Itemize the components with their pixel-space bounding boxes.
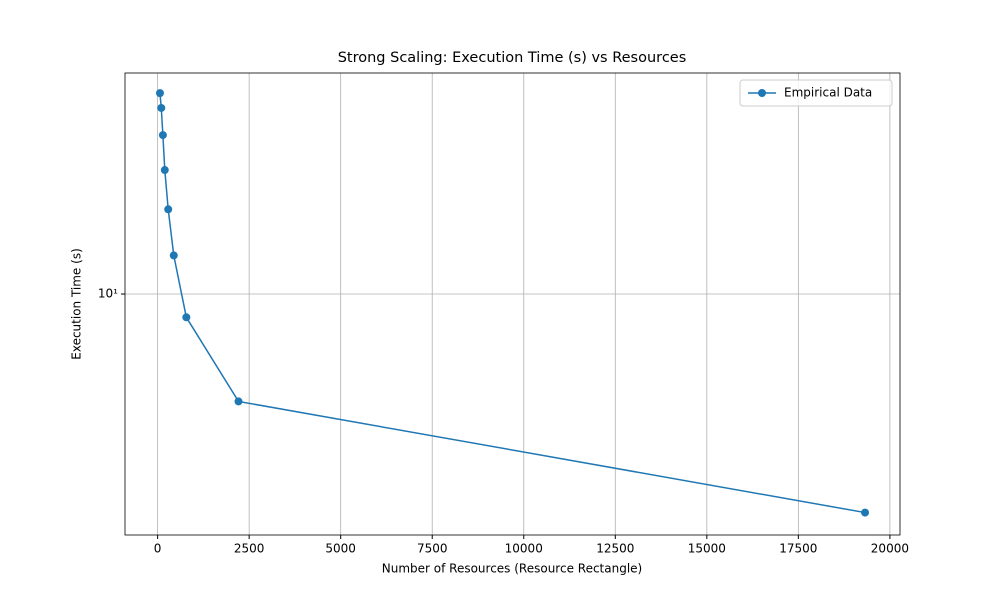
point (160, 166, 169, 175)
point (155, 89, 164, 98)
legend-label: Empirical Data (784, 86, 872, 100)
point (182, 313, 191, 322)
x-tick-label: 12500 (596, 542, 634, 556)
x-axis-label: Number of Resources (Resource Rectangle) (382, 562, 642, 576)
point (164, 205, 173, 214)
point (861, 508, 870, 517)
point (234, 397, 243, 406)
x-tick-label: 15000 (688, 542, 726, 556)
x-tick-label: 7500 (417, 542, 448, 556)
legend-marker (758, 89, 766, 97)
plot-frame (124, 72, 901, 536)
point (157, 103, 166, 112)
x-tick-label: 17500 (779, 542, 817, 556)
x-tick-label: 5000 (325, 542, 356, 556)
x-tick-label: 0 (154, 542, 162, 556)
legend-box (739, 79, 893, 107)
y-tick-label: 10¹ (98, 287, 118, 301)
x-tick-label: 10000 (505, 542, 543, 556)
chart-title: Strong Scaling: Execution Time (s) vs Re… (338, 50, 687, 66)
x-tick-label: 2500 (234, 542, 265, 556)
y-axis-label: Execution Time (s) (70, 248, 84, 360)
point (169, 251, 178, 260)
x-tick-label: 20000 (871, 542, 909, 556)
point (158, 131, 167, 140)
